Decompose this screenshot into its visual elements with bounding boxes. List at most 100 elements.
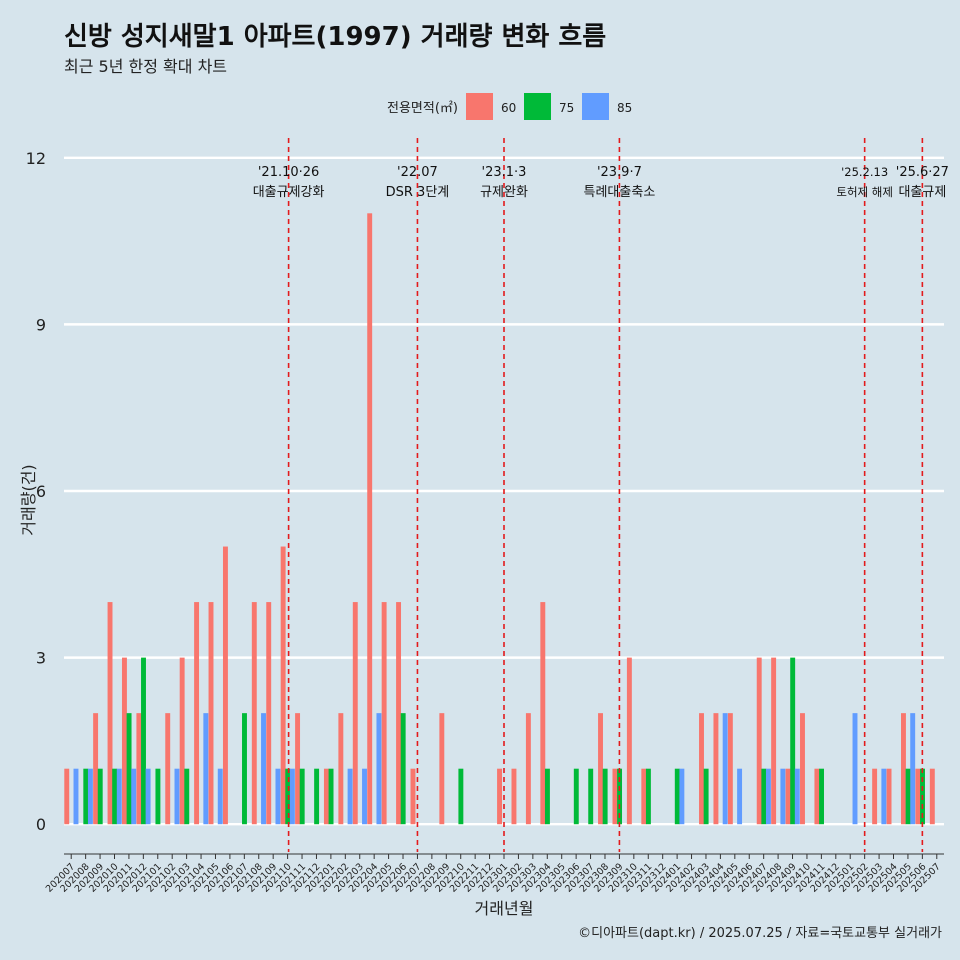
event-name-label: DSR 3단계 (386, 185, 450, 200)
bar-85-202105 (217, 768, 223, 825)
event-date-label: '23.9·7 (597, 165, 642, 180)
bar-75-202311 (645, 768, 651, 825)
bar-85-202202 (347, 768, 353, 825)
bar-60-202102 (165, 713, 171, 825)
bar-75-202206 (400, 713, 406, 825)
bar-85-202108 (261, 713, 266, 825)
bar-75-202401 (674, 768, 680, 825)
bar-85-202109 (275, 768, 281, 825)
bar-60-202203 (352, 602, 358, 825)
bar-60-202503 (872, 768, 878, 825)
bar-60-202303 (525, 713, 531, 825)
legend-swatch-75 (524, 93, 551, 120)
legend-title: 전용면적(㎡) (387, 101, 458, 116)
bar-85-202501 (852, 713, 858, 825)
bar-75-202210 (458, 768, 464, 825)
bar-60-202404 (713, 713, 719, 825)
bar-60-202011 (121, 657, 127, 825)
legend-label-85: 85 (617, 101, 632, 115)
bar-85-202401 (679, 768, 685, 825)
bar-75-202304 (544, 768, 550, 825)
bar-60-202207 (410, 768, 416, 825)
bar-60-202202 (338, 713, 344, 825)
bar-85-202408 (780, 768, 786, 825)
y-tick-label: 0 (36, 815, 46, 834)
y-axis-title: 거래량(건) (19, 464, 38, 535)
bar-85-202404 (722, 713, 728, 825)
legend-label-75: 75 (559, 101, 574, 115)
bar-60-202108 (251, 602, 257, 825)
bar-60-202308 (598, 713, 603, 825)
bar-85-202203 (362, 768, 367, 825)
bar-75-202307 (588, 768, 594, 825)
bar-75-202101 (155, 768, 161, 825)
bar-85-202012 (145, 768, 151, 825)
bar-85-202008 (87, 768, 93, 825)
x-axis-title: 거래년월 (475, 899, 534, 918)
bar-60-202505 (901, 713, 906, 825)
event-name-label: 규제완화 (480, 185, 528, 200)
legend-swatch-85 (582, 93, 609, 120)
y-tick-label: 6 (36, 482, 46, 501)
bar-60-202405 (727, 713, 733, 825)
bar-60-202304 (540, 602, 546, 825)
source-caption: ©디아파트(dapt.kr) / 2025.07.25 / 자료=국토교통부 실… (578, 926, 942, 941)
bar-75-202009 (97, 768, 103, 825)
event-date-label: '21.10·26 (258, 165, 319, 180)
bar-75-202407 (761, 768, 767, 825)
event-name-label: 특례대출축소 (584, 185, 656, 200)
bar-85-202505 (910, 713, 916, 825)
bar-60-202110 (280, 546, 286, 825)
bar-60-202504 (886, 768, 892, 825)
bar-60-202301 (497, 768, 502, 825)
bar-75-202411 (819, 768, 824, 825)
bar-60-202103 (179, 657, 185, 825)
bar-60-202105 (208, 602, 214, 825)
bar-85-202102 (174, 768, 180, 825)
bar-85-202011 (131, 768, 137, 825)
y-tick-label: 9 (36, 315, 46, 334)
bar-60-202111 (295, 713, 301, 825)
bar-75-202110 (285, 768, 291, 825)
bar-60-202106 (222, 546, 228, 825)
bar-75-202403 (703, 768, 709, 825)
bar-60-202206 (396, 602, 402, 825)
bar-85-202007 (73, 768, 79, 825)
bar-75-202308 (602, 768, 608, 825)
legend-swatch-60 (466, 93, 493, 120)
bar-85-202010 (116, 768, 122, 825)
bar-75-202306 (573, 768, 579, 825)
bar-60-202310 (626, 657, 632, 825)
bar-60-202403 (699, 713, 704, 825)
bar-60-202012 (136, 713, 142, 825)
bar-75-202111 (299, 768, 305, 825)
bar-60-202411 (814, 768, 820, 825)
y-tick-label: 12 (26, 149, 46, 168)
event-name-label: 대출규제강화 (253, 185, 325, 200)
bar-85-202407 (765, 768, 771, 825)
bar-75-202011 (126, 713, 132, 825)
bar-75-202409 (790, 657, 796, 825)
bar-60-202205 (381, 602, 387, 825)
bar-60-202309 (612, 768, 618, 825)
event-name-label: 토허제 해제 (836, 185, 893, 199)
bar-60-202010 (107, 602, 113, 825)
bar-75-202010 (112, 768, 118, 825)
bar-60-202007 (64, 768, 70, 825)
bar-85-202409 (794, 768, 800, 825)
bar-60-202204 (367, 213, 373, 825)
event-date-label: '25.2.13 (841, 165, 888, 179)
bar-85-202204 (376, 713, 382, 825)
bar-85-202110 (289, 768, 295, 825)
bar-60-202410 (800, 713, 805, 825)
bar-60-202407 (756, 657, 762, 825)
bar-60-202201 (323, 768, 329, 825)
bar-60-202408 (771, 657, 777, 825)
bar-60-202302 (511, 768, 517, 825)
bar-60-202311 (641, 768, 647, 825)
event-date-label: '23.1·3 (482, 165, 527, 180)
event-name-label: 대출규제 (898, 185, 946, 200)
bar-75-202012 (141, 657, 146, 825)
bar-60-202507 (929, 768, 935, 825)
